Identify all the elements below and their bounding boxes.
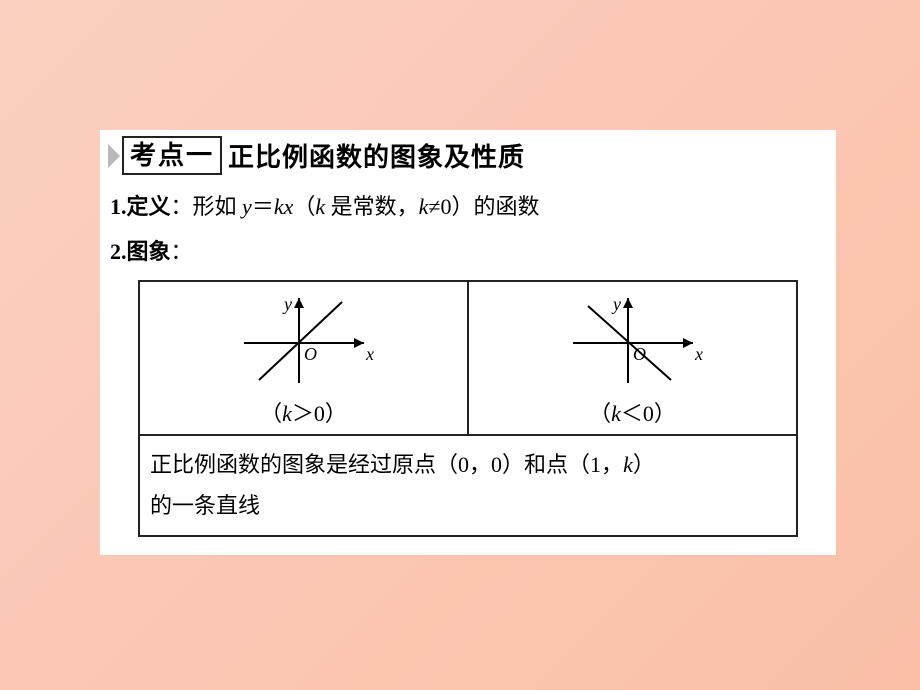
text: ）和点（ <box>502 452 590 477</box>
graph-kpos: y x O （k＞0） <box>224 288 384 428</box>
text: 的一条直线 <box>150 493 260 518</box>
math-x: x <box>284 194 294 219</box>
colon: ： <box>171 239 193 264</box>
graph-svg-kneg: y x O <box>553 288 713 388</box>
origin-label: O <box>633 344 646 364</box>
comma: ， <box>469 452 491 477</box>
colon: ： <box>171 194 193 219</box>
math-y: y <box>242 194 252 219</box>
math-0: 0 <box>458 452 469 477</box>
math-k: k <box>623 452 633 477</box>
paren-close: ） <box>654 401 676 426</box>
math-0: 0 <box>491 452 502 477</box>
comma: ， <box>601 452 623 477</box>
axis-y-label: y <box>611 294 621 314</box>
item-term: 图象 <box>127 239 171 264</box>
text: 形如 <box>193 194 243 219</box>
math-0: 0 <box>643 401 654 426</box>
content-card: 考点一 正比例函数的图象及性质 1.定义：形如 y＝kx（k 是常数，k≠0）的… <box>100 130 836 555</box>
math-lt: ＜ <box>621 401 643 426</box>
math-gt: ＞ <box>292 401 314 426</box>
math-0: 0 <box>314 401 325 426</box>
graph-caption-kneg: （k＜0） <box>553 396 713 428</box>
graph-caption-kpos: （k＞0） <box>224 396 384 428</box>
math-ne: ≠ <box>428 194 440 219</box>
graph-cell-kneg: y x O （k＜0） <box>468 281 797 435</box>
keypoint-badge: 考点一 <box>122 136 222 175</box>
math-k: k <box>419 194 429 219</box>
graph-heading-line: 2.图象： <box>110 234 828 269</box>
origin-label: O <box>304 344 317 364</box>
math-1: 1 <box>590 452 601 477</box>
math-k: k <box>274 194 284 219</box>
math-eq: ＝ <box>252 194 274 219</box>
text: ）的函数 <box>452 194 540 219</box>
text: 正比例函数的图象是经过原点（ <box>150 452 458 477</box>
graph-description-cell: 正比例函数的图象是经过原点（0，0）和点（1，k） 的一条直线 <box>139 435 797 537</box>
keypoint-header: 考点一 正比例函数的图象及性质 <box>108 136 828 175</box>
table-row: 正比例函数的图象是经过原点（0，0）和点（1，k） 的一条直线 <box>139 435 797 537</box>
chevron-right-icon <box>108 144 120 168</box>
text: ） <box>633 452 655 477</box>
axis-y-label: y <box>282 294 292 314</box>
paren-open: （ <box>589 401 611 426</box>
math-k: k <box>315 194 325 219</box>
axis-x-label: x <box>694 344 703 364</box>
graph-svg-kpos: y x O <box>224 288 384 388</box>
graph-table: y x O （k＞0） <box>138 280 798 538</box>
math-k: k <box>282 401 292 426</box>
keypoint-title: 正比例函数的图象及性质 <box>228 137 525 174</box>
graph-kneg: y x O （k＜0） <box>553 288 713 428</box>
axis-x-label: x <box>365 344 374 364</box>
text: 是常数， <box>325 194 419 219</box>
paren-close: ） <box>325 401 347 426</box>
item-term: 定义 <box>127 194 171 219</box>
math-k: k <box>611 401 621 426</box>
item-number: 2. <box>110 239 127 264</box>
math-0: 0 <box>441 194 452 219</box>
graph-cell-kpos: y x O （k＞0） <box>139 281 468 435</box>
definition-line: 1.定义：形如 y＝kx（k 是常数，k≠0）的函数 <box>110 189 828 224</box>
item-number: 1. <box>110 194 127 219</box>
table-row: y x O （k＞0） <box>139 281 797 435</box>
paren-open: （ <box>293 194 315 219</box>
paren-open: （ <box>260 401 282 426</box>
